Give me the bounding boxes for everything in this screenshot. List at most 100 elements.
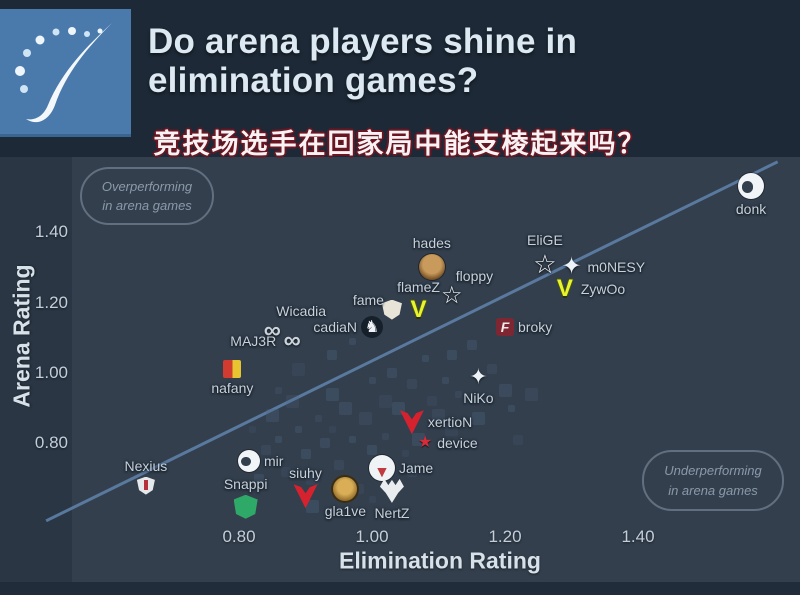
unlabeled-player-dot (445, 422, 459, 436)
unlabeled-player-dot (441, 376, 449, 384)
player-marker-NiKo white-falcon-icon[interactable] (467, 366, 489, 388)
unlabeled-player-dot (315, 415, 323, 423)
player-label-cadiaN: cadiaN (313, 319, 357, 336)
player-label-ZywOo: ZywOo (580, 280, 626, 297)
annotation-line: Underperforming (664, 463, 762, 478)
player-label-Nexius: Nexius (124, 457, 168, 474)
unlabeled-player-dot (381, 432, 389, 440)
y-tick-label: 1.40 (34, 222, 68, 242)
unlabeled-player-dot (378, 394, 392, 408)
unlabeled-player-dot (260, 445, 271, 456)
player-label-donk: donk (735, 201, 767, 218)
unlabeled-player-dot (327, 350, 338, 361)
player-marker-MAJ3R infinity-icon[interactable] (280, 329, 304, 353)
player-marker-fame white-shield-icon[interactable] (381, 299, 402, 320)
unlabeled-player-dot (292, 362, 306, 376)
unlabeled-player-dot (328, 425, 336, 433)
unlabeled-player-dot (320, 438, 331, 449)
player-marker-cadiaN horse-badge-icon[interactable] (361, 316, 383, 339)
player-label-Wicadia: Wicadia (276, 302, 327, 319)
unlabeled-player-dot (333, 459, 344, 470)
unlabeled-player-dot (406, 466, 417, 477)
unlabeled-player-dot (513, 434, 524, 445)
player-label-MAJ3R: MAJ3R (230, 333, 277, 350)
player-label-xertioN: xertioN (427, 414, 473, 431)
comet-swoosh-icon (15, 23, 112, 123)
player-label-gla1ve: gla1ve (324, 503, 367, 520)
player-marker-Nexius white-crest-icon[interactable] (136, 476, 155, 495)
player-marker-Snappi green-emblem-icon[interactable] (233, 494, 258, 519)
unlabeled-player-dot (368, 376, 376, 384)
unlabeled-player-dot (248, 425, 256, 433)
x-tick-label: 1.40 (621, 527, 655, 546)
player-label-NertZ: NertZ (374, 504, 410, 521)
unlabeled-player-dot (406, 378, 417, 389)
player-marker-donk white-dragon-icon[interactable] (738, 173, 765, 200)
unlabeled-player-dot (338, 401, 352, 415)
y-tick-label: 0.80 (34, 433, 68, 453)
player-label-fame: fame (352, 291, 384, 308)
player-marker-Jame white-bear-icon[interactable] (368, 455, 395, 482)
unlabeled-player-dot (348, 337, 356, 345)
unlabeled-player-dot (275, 387, 283, 395)
unlabeled-player-dot (446, 350, 457, 361)
player-marker-gla1ve gold-coin-icon[interactable] (333, 477, 358, 502)
unlabeled-player-dot (305, 472, 319, 486)
unlabeled-player-dot (421, 355, 429, 363)
x-tick-label: 1.20 (488, 527, 522, 546)
page-title: Do arena players shine in elimination ga… (148, 22, 793, 100)
unlabeled-player-dot (367, 445, 377, 456)
bottom-strip (0, 582, 800, 595)
player-label-m0NESY: m0NESY (587, 259, 646, 276)
underperforming-annotation: Underperforming in arena games (642, 450, 784, 511)
player-marker-device red-star-icon[interactable] (417, 435, 433, 451)
annotation-line: in arena games (668, 482, 758, 498)
player-marker-EliGE star-outline-icon[interactable] (532, 251, 558, 277)
player-marker-nafany red-yellow-icon[interactable] (223, 360, 242, 379)
player-label-NiKo: NiKo (463, 389, 494, 406)
player-marker-floppy star-outline-icon[interactable] (440, 284, 464, 308)
player-marker-mir white-dragon-icon[interactable] (237, 450, 260, 472)
overperforming-annotation: Overperforming in arena games (80, 167, 214, 225)
player-label-floppy: floppy (455, 267, 494, 284)
brand-logo (0, 9, 131, 137)
unlabeled-player-dot (432, 408, 445, 422)
unlabeled-player-dot (454, 390, 462, 398)
header: Do arena players shine in elimination ga… (0, 0, 800, 159)
unlabeled-player-dot (348, 436, 356, 444)
unlabeled-player-dot (285, 394, 299, 408)
player-label-broky: broky (518, 319, 553, 336)
title-line-1: Do arena players shine in (148, 22, 578, 61)
x-tick-label: 1.00 (355, 527, 389, 546)
unlabeled-player-dot (426, 396, 437, 407)
player-label-Jame: Jame (398, 460, 434, 477)
unlabeled-player-dot (265, 408, 279, 422)
player-label-Snappi: Snappi (223, 475, 268, 492)
annotation-line: in arena games (102, 198, 192, 213)
player-label-EliGE: EliGE (526, 231, 563, 248)
unlabeled-player-dot (295, 425, 303, 433)
player-label-nafany: nafany (211, 380, 254, 397)
player-label-mir: mir (263, 453, 284, 469)
chinese-subtitle: 竞技场选手在回家局中能支棱起来吗？ (153, 129, 647, 159)
player-marker-broky maroon-f-icon[interactable] (496, 318, 514, 337)
y-tick-label: 1.20 (34, 292, 68, 312)
unlabeled-player-dot (305, 500, 319, 514)
player-label-hades: hades (412, 235, 451, 252)
y-tick-label: 1.00 (34, 363, 68, 382)
player-marker-flameZ yellow-v-icon[interactable] (407, 298, 431, 322)
player-label-siuhy: siuhy (289, 465, 322, 482)
player-marker-ZywOo yellow-v-icon[interactable] (553, 277, 577, 301)
player-marker-hades bronze-crest-icon[interactable] (418, 254, 445, 281)
unlabeled-player-dot (358, 412, 372, 426)
unlabeled-player-dot (525, 387, 539, 401)
unlabeled-player-dot (401, 450, 409, 458)
unlabeled-player-dot (466, 339, 477, 350)
unlabeled-player-dot (300, 448, 311, 459)
unlabeled-player-dot (486, 364, 497, 375)
unlabeled-player-dot (275, 436, 283, 444)
unlabeled-player-dot (368, 496, 376, 504)
player-label-device: device (437, 435, 478, 452)
unlabeled-player-dot (508, 404, 516, 412)
unlabeled-player-dot (471, 412, 485, 426)
